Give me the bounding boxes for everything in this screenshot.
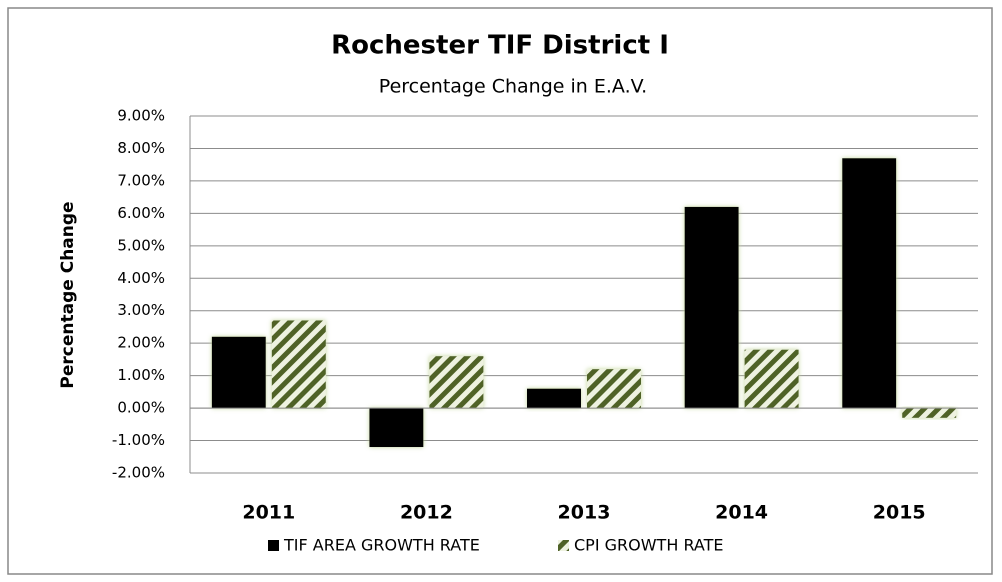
bar <box>429 356 484 409</box>
chart-title: Rochester TIF District I <box>331 31 669 61</box>
y-tick-label: 4.00% <box>117 269 165 287</box>
x-tick-label: 2011 <box>242 502 295 524</box>
bar <box>527 388 581 409</box>
y-tick-label: 5.00% <box>117 236 165 254</box>
y-tick-label: 8.00% <box>117 139 165 157</box>
x-tick-label: 2014 <box>715 502 768 524</box>
bar <box>684 206 739 409</box>
y-tick-label: 2.00% <box>117 334 165 352</box>
y-tick-label: 3.00% <box>117 301 165 319</box>
bar <box>587 369 641 409</box>
chart-subtitle: Percentage Change in E.A.V. <box>379 76 647 98</box>
legend-label: TIF AREA GROWTH RATE <box>283 536 480 555</box>
bar <box>902 408 957 418</box>
x-tick-label: 2012 <box>400 502 453 524</box>
y-tick-label: -1.00% <box>112 431 165 449</box>
bar <box>271 320 326 409</box>
legend-swatch <box>558 540 569 551</box>
bar <box>369 408 424 448</box>
y-axis-label: Percentage Change <box>58 201 78 388</box>
bar <box>211 336 266 409</box>
y-tick-label: 6.00% <box>117 204 165 222</box>
y-tick-label: 7.00% <box>117 171 165 189</box>
x-tick-label: 2013 <box>558 502 611 524</box>
y-tick-label: -2.00% <box>112 464 165 482</box>
chart-frame <box>7 7 993 575</box>
y-tick-label: 1.00% <box>117 366 165 384</box>
x-tick-label: 2015 <box>873 502 926 524</box>
legend-swatch <box>268 540 279 551</box>
y-tick-label: 9.00% <box>117 107 165 125</box>
bar <box>744 349 799 409</box>
bar <box>842 158 897 409</box>
legend-label: CPI GROWTH RATE <box>574 536 724 555</box>
y-tick-label: 0.00% <box>117 399 165 417</box>
